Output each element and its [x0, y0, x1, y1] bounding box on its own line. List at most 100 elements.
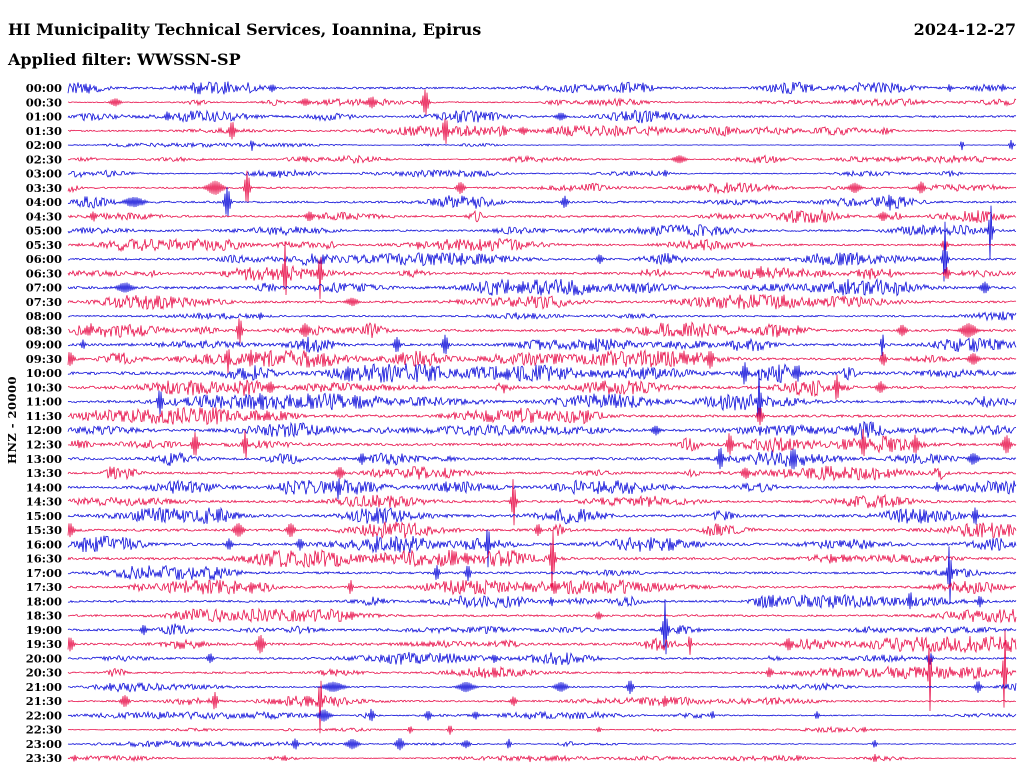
- seismic-trace: [67, 311, 1017, 322]
- row-time-label: 07:30: [26, 295, 62, 309]
- trace-row-01:00: 01:00: [26, 109, 1017, 124]
- seismic-trace: [67, 478, 1017, 500]
- row-time-label: 20:00: [26, 651, 62, 665]
- seismic-trace: [67, 118, 1017, 144]
- trace-row-22:00: 22:00: [26, 708, 1017, 722]
- row-time-label: 04:30: [26, 209, 62, 223]
- row-time-label: 20:30: [26, 666, 62, 680]
- seismic-trace: [67, 428, 1017, 459]
- seismic-trace: [67, 546, 1017, 604]
- row-time-label: 06:00: [26, 252, 62, 266]
- row-time-label: 15:30: [26, 523, 62, 537]
- seismic-trace: [67, 725, 1017, 735]
- seismic-trace: [67, 530, 1017, 589]
- trace-row-10:30: 10:30: [26, 374, 1017, 400]
- trace-row-04:30: 04:30: [26, 208, 1017, 224]
- seismic-trace: [67, 208, 1017, 224]
- seismic-trace: [67, 221, 1017, 282]
- row-time-label: 01:00: [26, 110, 62, 124]
- seismic-trace: [67, 708, 1017, 722]
- row-time-label: 14:00: [26, 480, 62, 494]
- row-time-label: 23:30: [26, 751, 62, 765]
- applied-filter-label: Applied filter: WWSSN-SP: [8, 50, 241, 69]
- row-time-label: 02:00: [26, 138, 62, 152]
- seismic-trace: [67, 529, 1017, 568]
- trace-row-02:00: 02:00: [26, 138, 1017, 152]
- seismic-trace: [67, 334, 1017, 357]
- row-time-label: 08:00: [26, 309, 62, 323]
- trace-row-06:00: 06:00: [26, 221, 1017, 282]
- row-time-label: 09:00: [26, 338, 62, 352]
- trace-row-17:30: 17:30: [26, 579, 1017, 596]
- trace-row-22:30: 22:30: [26, 723, 1017, 737]
- trace-row-08:30: 08:30: [26, 318, 1017, 344]
- seismic-trace: [67, 465, 1017, 482]
- seismic-trace: [67, 277, 1017, 297]
- row-time-label: 00:30: [26, 95, 62, 109]
- row-time-label: 12:00: [26, 423, 62, 437]
- seismic-trace: [67, 348, 1017, 374]
- seismic-trace: [67, 579, 1017, 596]
- row-time-label: 11:30: [26, 409, 62, 423]
- row-time-label: 05:30: [26, 238, 62, 252]
- row-time-label: 21:30: [26, 694, 62, 708]
- trace-row-18:00: 18:00: [26, 592, 1017, 610]
- trace-row-14:30: 14:30: [26, 479, 1017, 526]
- row-time-label: 22:00: [26, 708, 62, 722]
- seismic-trace: [67, 630, 1017, 712]
- trace-row-15:00: 15:00: [26, 506, 1017, 525]
- seismic-trace: [67, 592, 1017, 610]
- trace-row-19:30: 19:30: [26, 634, 1017, 655]
- seismic-trace: [67, 293, 1017, 311]
- trace-row-16:30: 16:30: [26, 530, 1017, 589]
- seismic-trace: [67, 187, 1017, 217]
- record-date: 2024-12-27: [913, 20, 1016, 39]
- seismic-trace: [67, 369, 1017, 423]
- row-time-label: 02:30: [26, 152, 62, 166]
- trace-row-00:00: 00:00: [26, 81, 1016, 95]
- trace-row-09:00: 09:00: [26, 334, 1017, 357]
- row-time-label: 10:30: [26, 380, 62, 394]
- row-time-label: 06:30: [26, 266, 62, 280]
- trace-row-03:30: 03:30: [26, 170, 1017, 204]
- trace-row-03:00: 03:00: [26, 167, 1017, 181]
- seismic-trace: [67, 139, 1017, 151]
- seismic-trace: [67, 237, 1017, 253]
- row-time-label: 21:00: [26, 680, 62, 694]
- trace-row-11:00: 11:00: [26, 369, 1017, 423]
- row-time-label: 23:00: [26, 737, 62, 751]
- trace-row-15:30: 15:30: [26, 521, 1017, 539]
- seismic-trace: [67, 406, 1017, 426]
- trace-row-10:00: 10:00: [26, 362, 1017, 385]
- seismic-trace: [67, 241, 1017, 300]
- seismic-trace: [67, 738, 1017, 751]
- trace-row-17:00: 17:00: [26, 546, 1017, 604]
- seismic-trace: [67, 479, 1017, 526]
- row-time-label: 13:00: [26, 452, 62, 466]
- row-time-label: 05:00: [26, 224, 62, 238]
- row-time-label: 11:00: [26, 395, 62, 409]
- seismic-trace: [67, 754, 1017, 763]
- trace-row-13:30: 13:30: [26, 465, 1017, 482]
- trace-row-11:30: 11:30: [26, 406, 1017, 426]
- trace-row-12:00: 12:00: [26, 420, 1017, 440]
- trace-row-05:30: 05:30: [26, 237, 1017, 253]
- seismic-trace: [67, 420, 1017, 440]
- trace-row-19:00: 19:00: [26, 599, 1017, 655]
- trace-row-23:30: 23:30: [26, 751, 1017, 765]
- trace-row-13:00: 13:00: [26, 447, 1017, 470]
- seismic-trace: [67, 680, 1017, 734]
- row-time-label: 03:30: [26, 181, 62, 195]
- seismic-trace: [67, 170, 1017, 204]
- seismic-trace: [67, 318, 1017, 344]
- seismic-trace: [67, 599, 1017, 655]
- seismic-trace: [67, 205, 1016, 259]
- row-time-label: 08:30: [26, 323, 62, 337]
- row-time-label: 17:00: [26, 566, 62, 580]
- seismic-trace: [67, 607, 1017, 624]
- seismic-trace: [67, 109, 1017, 124]
- trace-row-09:30: 09:30: [26, 348, 1017, 374]
- row-time-label: 14:30: [26, 495, 62, 509]
